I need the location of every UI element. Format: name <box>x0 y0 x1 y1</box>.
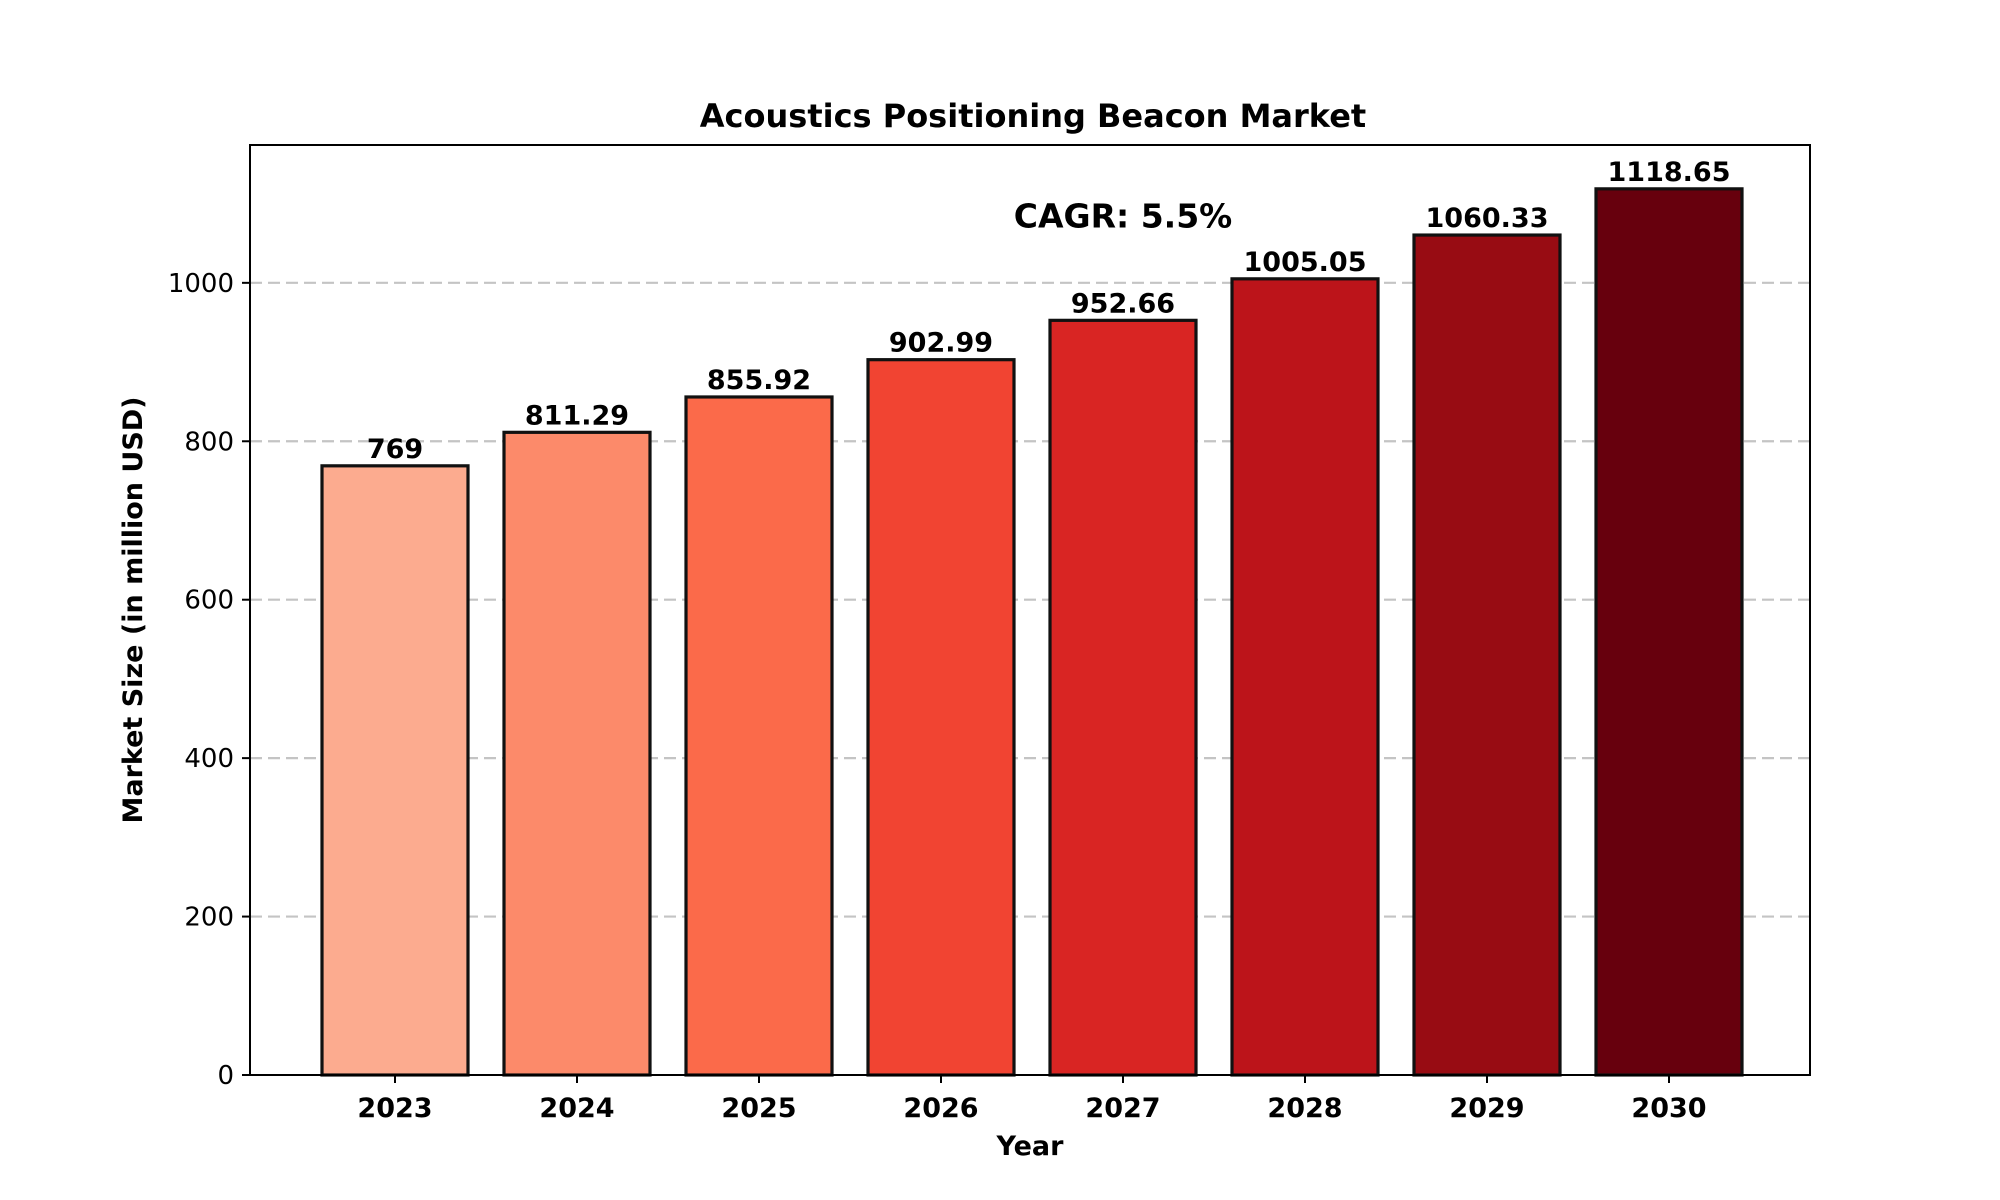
x-tick-label: 2029 <box>1449 1093 1524 1124</box>
x-tick-label: 2028 <box>1267 1093 1342 1124</box>
bar-2024 <box>502 430 652 1077</box>
bar-2023 <box>320 464 470 1077</box>
bar-2030 <box>1594 187 1744 1077</box>
bar-2027 <box>1048 318 1198 1077</box>
y-tick-label: 400 <box>184 744 234 774</box>
x-tick-label: 2026 <box>903 1093 978 1124</box>
data-label: 1118.65 <box>1608 157 1731 188</box>
data-label: 769 <box>367 434 423 465</box>
y-tick-label: 1000 <box>168 269 234 299</box>
data-label: 952.66 <box>1071 288 1175 319</box>
y-axis-label: Market Size (in million USD) <box>118 396 149 823</box>
data-label: 1060.33 <box>1426 203 1549 234</box>
data-label: 855.92 <box>707 365 811 396</box>
y-tick-label: 800 <box>184 427 234 457</box>
data-label: 1005.05 <box>1244 247 1367 278</box>
y-axis-ticks: 0 200 400 600 800 1000 <box>168 269 250 1091</box>
data-labels: 769 811.29 855.92 902.99 952.66 1005.05 1060.3… <box>367 157 1731 465</box>
plot-frame <box>249 144 1811 1076</box>
chart-title: Acoustics Positioning Beacon Market <box>700 97 1366 135</box>
bars <box>320 187 1744 1077</box>
data-label: 902.99 <box>889 328 993 359</box>
cagr-annotation: CAGR: 5.5% <box>1014 196 1232 235</box>
x-tick-label: 2024 <box>539 1093 614 1124</box>
y-tick-label: 200 <box>184 903 234 933</box>
gridlines <box>250 281 1810 918</box>
data-label: 811.29 <box>525 400 629 431</box>
y-tick-label: 600 <box>184 586 234 616</box>
x-tick-label: 2030 <box>1631 1093 1706 1124</box>
bar-2028 <box>1230 277 1380 1077</box>
x-axis-label: Year <box>996 1131 1065 1162</box>
bar-2026 <box>866 358 1016 1077</box>
bar-2025 <box>684 395 834 1077</box>
x-tick-label: 2027 <box>1085 1093 1160 1124</box>
x-tick-label: 2025 <box>721 1093 796 1124</box>
x-tick-label: 2023 <box>357 1093 432 1124</box>
y-tick-label: 0 <box>217 1061 234 1091</box>
bar-2029 <box>1412 233 1562 1077</box>
x-axis-ticks: 2023 2024 2025 2026 2027 2028 2029 2030 <box>357 1075 1707 1124</box>
